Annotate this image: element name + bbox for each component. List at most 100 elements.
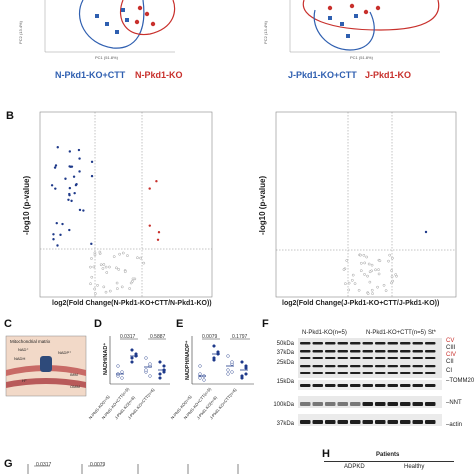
wb-band — [350, 384, 361, 387]
volcano-point-ns — [131, 280, 134, 283]
wb-band — [387, 402, 398, 406]
wb-band — [412, 402, 423, 406]
volcano-point-ns — [121, 251, 125, 255]
volcano-point-down — [54, 187, 57, 190]
legend-j-pkd1-ko: J-Pkd1-KO — [365, 70, 412, 80]
wb-band — [325, 365, 336, 368]
wb-band — [425, 350, 436, 353]
volcano-point-down — [52, 233, 55, 236]
data-point — [162, 364, 166, 368]
data-point — [230, 360, 234, 364]
volcano-point-down — [90, 174, 94, 178]
mw-15kda: 15kDa — [276, 379, 294, 385]
volcano-point-ns — [123, 270, 127, 274]
wb-band — [412, 384, 423, 387]
data-point — [202, 378, 206, 382]
volcano-point-ns — [136, 256, 139, 260]
volcano-point-ns — [362, 253, 366, 257]
wb-band — [337, 384, 348, 387]
volcano-point-ns — [390, 281, 393, 285]
volcano-point-ns — [139, 256, 142, 260]
volcano-left-ylabel: -log10 (p-value) — [22, 175, 31, 235]
wb-band — [425, 365, 436, 368]
data-point — [198, 364, 202, 368]
volcano-point-up — [148, 224, 151, 227]
panel-a-right-pca: PC2 (13.4%) PC1 (51.8%) — [263, 0, 450, 68]
mw-50kda: 50kDa — [276, 341, 294, 347]
panel-g-plots — [27, 464, 239, 474]
volcano-point-ns — [365, 255, 368, 259]
volcano-point-ns — [89, 282, 92, 286]
panel-e-letter: E — [176, 318, 184, 330]
wb-band — [337, 350, 348, 353]
panel-a-left-pca: PC2 (13.4%) PC1 (51.8%) — [18, 0, 185, 68]
volcano-point-down — [77, 148, 81, 152]
volcano-point-ns — [105, 271, 109, 274]
panel-h-adpkd: ADPKD — [344, 464, 365, 470]
wb-band — [362, 357, 373, 359]
volcano-point-ns — [102, 263, 106, 266]
wb-band — [412, 365, 423, 368]
volcano-point-ns — [345, 259, 349, 262]
data-point — [130, 348, 134, 352]
wb-band — [362, 365, 373, 368]
wb-band — [400, 402, 411, 406]
volcano-point-down — [78, 170, 81, 173]
volcano-point-ns — [108, 289, 112, 293]
data-point — [226, 372, 230, 376]
volcano-right-ylabel: -log10 (p-value) — [258, 175, 267, 235]
panel-d-letter: D — [94, 318, 102, 330]
wb-band — [425, 357, 436, 359]
wb-band — [312, 357, 323, 359]
wb-band — [425, 342, 436, 345]
volcano-point-ns — [357, 289, 361, 292]
volcano-left-points — [50, 146, 161, 295]
volcano-point-ns — [368, 280, 372, 284]
volcano-point-down — [68, 150, 72, 153]
volcano-point-ns — [359, 253, 362, 257]
volcano-point-down — [52, 238, 55, 241]
wb-band — [325, 372, 336, 374]
wb-band — [375, 420, 386, 424]
data-point — [158, 372, 162, 376]
volcano-point-up — [156, 238, 160, 241]
wb-band — [400, 420, 411, 424]
mw-25kda: 25kDa — [276, 360, 294, 366]
panel-e-ylabel: NADPH/NADP⁺ — [185, 340, 191, 380]
wb-label-civ: CIV — [446, 352, 457, 358]
volcano-point-ns — [120, 285, 124, 289]
volcano-point-ns — [131, 277, 135, 281]
wb-band — [412, 357, 423, 359]
volcano-point-up — [148, 187, 151, 190]
wb-band — [312, 342, 323, 345]
wb-label-actin: –actin — [446, 422, 463, 428]
volcano-point-ns — [93, 253, 97, 257]
volcano-point-ns — [378, 259, 382, 263]
panel-e-points — [198, 344, 248, 382]
volcano-point-ns — [371, 292, 374, 295]
wb-band — [350, 402, 361, 406]
hplus-label: H⁺ — [22, 378, 27, 383]
wb-band — [325, 357, 336, 359]
data-point — [130, 360, 134, 364]
panel-h-letter: H — [322, 448, 330, 460]
volcano-point-ns — [118, 252, 121, 256]
data-point — [148, 362, 152, 366]
volcano-point-down — [78, 157, 81, 160]
wb-band — [412, 350, 423, 353]
wb-label-cii: CII — [446, 359, 454, 365]
volcano-point-ns — [366, 274, 369, 278]
volcano-point-ns — [99, 263, 103, 267]
western-blot — [298, 338, 442, 426]
data-point — [226, 368, 230, 372]
volcano-point-ns — [377, 268, 380, 271]
volcano-point-ns — [368, 270, 372, 274]
volcano-point-ns — [359, 269, 363, 272]
volcano-point-up — [157, 231, 161, 234]
wb-band — [387, 420, 398, 424]
volcano-point-ns — [374, 268, 377, 272]
volcano-point-down — [56, 244, 59, 247]
volcano-point-down — [70, 199, 73, 203]
volcano-right-xlabel: log2(Fold Change(J-Pkd1-KO+CTT/J-Pkd1-KO… — [282, 300, 440, 307]
pca-left-y-axis: PC2 (13.4%) — [17, 21, 23, 44]
